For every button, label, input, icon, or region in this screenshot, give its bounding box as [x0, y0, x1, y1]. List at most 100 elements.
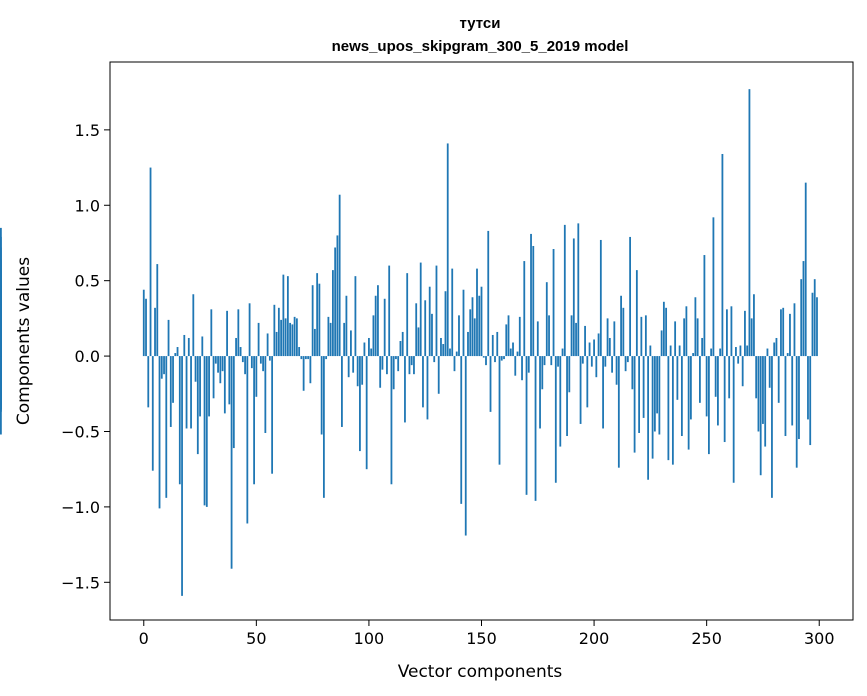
bar — [273, 304, 276, 357]
bar — [532, 245, 535, 357]
bar — [259, 356, 262, 364]
bar — [219, 356, 222, 384]
bar — [226, 310, 228, 357]
bar — [548, 315, 550, 357]
bar — [217, 356, 219, 373]
bar — [205, 356, 208, 507]
bar — [554, 356, 557, 483]
bar — [428, 286, 431, 357]
bar — [561, 348, 564, 357]
bar — [739, 345, 742, 357]
bar — [345, 295, 348, 357]
bar — [658, 356, 661, 435]
bar — [640, 316, 643, 357]
bar — [275, 331, 278, 357]
bar — [350, 330, 352, 357]
bar — [624, 356, 627, 372]
x-axis-label: Vector components — [398, 662, 563, 682]
bar — [300, 356, 303, 360]
bar — [590, 356, 593, 367]
bar — [417, 327, 420, 357]
bar — [744, 310, 746, 357]
bar — [192, 294, 195, 357]
bars-group — [0, 89, 818, 596]
bar — [539, 356, 541, 429]
bar — [617, 356, 620, 468]
bar — [527, 356, 530, 373]
bar — [572, 238, 575, 357]
bar — [782, 307, 785, 357]
bar — [586, 356, 589, 408]
bar — [277, 307, 280, 357]
bar — [356, 356, 359, 387]
y-tick-label: −0.5 — [61, 422, 100, 441]
bar — [359, 356, 361, 452]
bar — [606, 318, 609, 357]
bar — [422, 356, 424, 408]
bar — [597, 333, 600, 357]
bar — [221, 356, 224, 372]
bar — [602, 356, 604, 429]
bar — [147, 356, 150, 408]
bar — [318, 283, 321, 357]
bar — [784, 356, 787, 437]
bar — [190, 356, 192, 429]
bar — [271, 356, 274, 474]
bar — [232, 356, 235, 449]
bar — [289, 322, 292, 357]
bar — [214, 356, 217, 364]
bar — [701, 337, 704, 357]
bar — [485, 356, 487, 366]
bar — [163, 356, 165, 375]
bar — [568, 356, 571, 393]
bar — [395, 356, 397, 360]
bar — [368, 337, 370, 357]
bar — [737, 356, 740, 364]
bar — [613, 321, 616, 357]
bar — [462, 289, 465, 357]
bar — [435, 265, 438, 357]
chart-title: тутси — [460, 15, 501, 32]
bar — [816, 297, 818, 357]
bar — [579, 356, 582, 424]
bar — [410, 356, 413, 366]
bar — [433, 356, 436, 363]
bar — [149, 167, 152, 357]
bar — [325, 356, 328, 360]
bar — [187, 337, 190, 357]
bar — [291, 324, 294, 357]
bar — [354, 276, 357, 357]
y-axis-label: Components values — [14, 257, 34, 425]
bar — [442, 344, 445, 357]
bar — [647, 356, 650, 480]
bar — [212, 356, 215, 399]
bar — [599, 239, 602, 357]
bar — [714, 356, 717, 397]
bar — [320, 356, 323, 435]
bar — [377, 285, 379, 357]
bar — [584, 325, 586, 357]
bar — [446, 143, 449, 357]
bar — [210, 309, 213, 357]
bar — [581, 356, 584, 364]
bar — [644, 315, 647, 357]
bar — [381, 356, 384, 370]
bar — [253, 356, 255, 485]
bar — [665, 307, 668, 357]
y-tick-label: −1.5 — [61, 573, 100, 592]
bar — [563, 224, 566, 357]
bar — [172, 356, 174, 403]
bar — [699, 356, 701, 403]
bar — [667, 356, 670, 461]
bar — [431, 313, 433, 357]
bar — [332, 270, 334, 357]
bar — [295, 318, 298, 357]
bar — [719, 348, 722, 357]
bar — [476, 268, 478, 357]
bar — [322, 356, 325, 498]
bar — [509, 348, 512, 357]
bar — [487, 230, 490, 357]
bar — [223, 356, 226, 414]
bar — [633, 356, 636, 453]
bar — [660, 330, 663, 357]
